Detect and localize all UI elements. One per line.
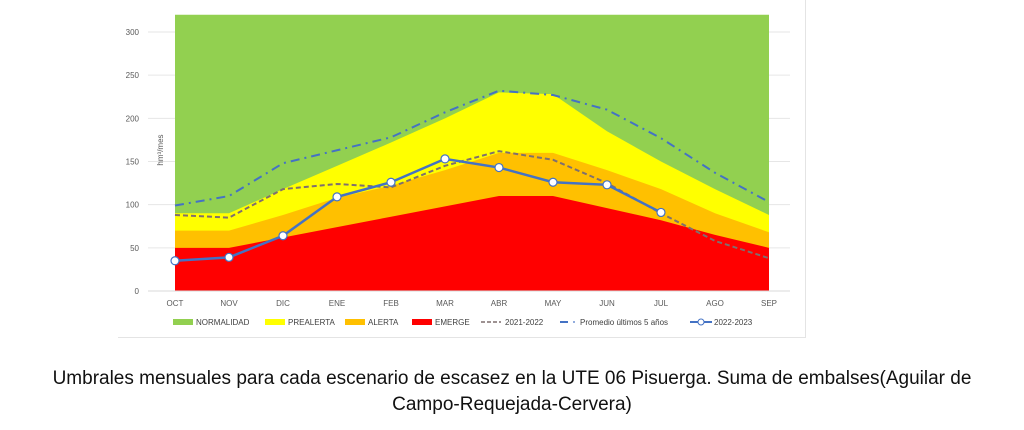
- y-tick-label: 0: [135, 287, 140, 296]
- x-tick-label: MAR: [436, 299, 454, 308]
- x-tick-label: OCT: [167, 299, 184, 308]
- series-lines: [170, 89, 770, 266]
- series-line-promedio-ltimos-5-a-os: [174, 89, 770, 207]
- y-tick-label: 250: [126, 71, 140, 80]
- x-tick-label: DIC: [276, 299, 290, 308]
- legend-swatch-alerta: [345, 319, 365, 325]
- legend-swatch-emerge: [412, 319, 432, 325]
- y-axis-ticks: 0 50 100 150 200 250 300: [126, 28, 140, 296]
- y-tick-label: 200: [126, 114, 140, 123]
- data-point: [278, 231, 288, 241]
- legend-label: Promedio últimos 5 años: [580, 318, 668, 327]
- threshold-bands: [175, 14, 769, 291]
- x-tick-label: ABR: [491, 299, 508, 308]
- data-point: [332, 192, 342, 202]
- data-point: [170, 256, 180, 266]
- y-tick-label: 300: [126, 28, 140, 37]
- x-tick-label: MAY: [545, 299, 562, 308]
- x-tick-label: JUN: [599, 299, 615, 308]
- x-tick-label: JUL: [654, 299, 669, 308]
- x-axis-ticks: OCT NOV DIC ENE FEB MAR ABR MAY JUN JUL AGO SEP: [148, 290, 790, 308]
- legend-label: PREALERTA: [288, 318, 335, 327]
- legend-label: ALERTA: [368, 318, 399, 327]
- legend-label: 2021-2022: [505, 318, 544, 327]
- data-point: [494, 162, 504, 173]
- x-tick-label: SEP: [761, 299, 777, 308]
- caption-line-2: Campo-Requejada-Cervera): [392, 394, 632, 415]
- caption-line-1: Umbrales mensuales para cada escenario d…: [52, 368, 972, 389]
- legend-swatch-marker: [697, 318, 705, 326]
- x-tick-label: ENE: [329, 299, 345, 308]
- y-tick-label: 150: [126, 158, 140, 167]
- x-tick-label: AGO: [706, 299, 724, 308]
- legend-label: EMERGE: [435, 318, 470, 327]
- x-tick-label: NOV: [220, 299, 238, 308]
- series-line-2022-2023: [174, 157, 662, 263]
- data-point: [602, 180, 612, 190]
- y-tick-label: 50: [130, 244, 139, 253]
- series-line-2021-2022: [174, 150, 770, 260]
- legend-swatch-normalidad: [173, 319, 193, 325]
- legend: NORMALIDAD PREALERTA ALERTA EMERGE 2021-2022…: [173, 318, 753, 327]
- legend-swatch-prealerta: [265, 319, 285, 325]
- legend-swatch-dot: [573, 321, 575, 323]
- figure-caption: Umbrales mensuales para cada escenario d…: [0, 366, 1024, 418]
- y-axis-label: hm³/mes: [156, 134, 165, 165]
- band-emerge: [175, 196, 769, 291]
- data-point: [656, 207, 666, 218]
- legend-label: 2022-2023: [714, 318, 753, 327]
- x-tick-label: FEB: [383, 299, 399, 308]
- y-tick-label: 100: [126, 201, 140, 210]
- data-point: [386, 177, 396, 187]
- data-point: [548, 177, 558, 187]
- data-point: [224, 252, 234, 262]
- chart: 0 50 100 150 200 250 300 OCT NOV DIC ENE FEB MAR ABR…: [126, 14, 790, 327]
- legend-label: NORMALIDAD: [196, 318, 250, 327]
- data-point: [440, 154, 450, 164]
